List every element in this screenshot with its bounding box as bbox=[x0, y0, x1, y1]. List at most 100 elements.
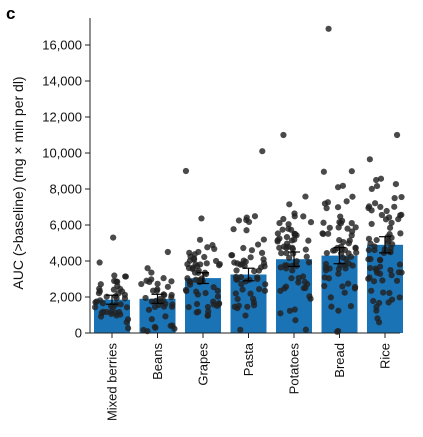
data-point bbox=[328, 303, 335, 310]
data-point bbox=[326, 265, 333, 272]
data-point bbox=[191, 269, 199, 276]
data-point bbox=[337, 261, 344, 269]
data-point bbox=[255, 286, 263, 293]
data-point bbox=[373, 236, 380, 244]
data-point bbox=[379, 277, 386, 284]
data-point bbox=[148, 269, 155, 276]
data-point bbox=[349, 193, 356, 200]
data-point bbox=[259, 148, 266, 155]
y-tick-label: 2,000 bbox=[49, 290, 82, 305]
data-point bbox=[320, 219, 327, 226]
data-point bbox=[201, 253, 208, 261]
x-tick-label: Rice bbox=[378, 343, 393, 369]
data-point bbox=[365, 235, 373, 242]
y-tick-label: 10,000 bbox=[42, 146, 82, 161]
data-point bbox=[377, 256, 384, 264]
data-point bbox=[283, 250, 290, 257]
panel-label: c bbox=[6, 4, 15, 23]
data-point bbox=[191, 251, 198, 258]
data-point bbox=[388, 219, 395, 226]
data-point bbox=[283, 233, 291, 241]
data-point bbox=[391, 195, 398, 202]
data-point bbox=[288, 226, 295, 233]
data-point bbox=[210, 284, 217, 291]
data-point bbox=[194, 263, 201, 270]
data-point bbox=[302, 326, 309, 333]
data-point bbox=[111, 277, 118, 285]
data-point bbox=[235, 217, 243, 224]
data-point bbox=[291, 306, 298, 313]
data-point bbox=[378, 211, 386, 219]
data-point bbox=[341, 289, 348, 296]
data-point bbox=[398, 193, 405, 201]
data-point bbox=[373, 176, 380, 184]
data-point bbox=[395, 269, 402, 276]
data-point bbox=[145, 306, 153, 313]
data-point bbox=[215, 262, 223, 269]
data-point bbox=[396, 261, 403, 268]
data-point bbox=[247, 254, 254, 261]
data-point bbox=[396, 294, 403, 301]
data-point bbox=[234, 276, 241, 283]
data-point bbox=[386, 289, 393, 297]
data-point bbox=[96, 285, 103, 292]
data-point bbox=[144, 265, 151, 272]
data-point bbox=[243, 227, 250, 234]
data-point bbox=[300, 213, 307, 220]
data-point bbox=[302, 246, 309, 253]
data-point bbox=[346, 237, 353, 244]
data-point bbox=[365, 246, 372, 254]
data-point bbox=[343, 198, 350, 205]
data-point bbox=[162, 313, 169, 320]
data-point bbox=[386, 224, 394, 231]
data-point bbox=[366, 203, 373, 210]
data-point bbox=[151, 323, 158, 331]
data-point bbox=[193, 300, 201, 308]
data-point bbox=[323, 249, 330, 257]
data-point bbox=[117, 285, 124, 293]
data-point bbox=[251, 213, 259, 220]
data-point bbox=[286, 201, 293, 208]
data-point bbox=[230, 226, 237, 233]
data-point bbox=[286, 307, 294, 314]
y-tick-label: 14,000 bbox=[42, 74, 82, 89]
data-point bbox=[279, 226, 286, 233]
data-point bbox=[371, 200, 379, 207]
data-point bbox=[393, 277, 401, 284]
data-point bbox=[335, 307, 342, 314]
x-axis-ticks: Mixed berries Beans Grapes Pasta Potatoes Bre… bbox=[105, 333, 393, 421]
data-point bbox=[353, 249, 360, 256]
data-point bbox=[204, 312, 211, 319]
data-point bbox=[277, 287, 284, 294]
data-point bbox=[292, 317, 299, 324]
data-point bbox=[117, 301, 124, 308]
data-point bbox=[280, 215, 287, 223]
data-point bbox=[276, 219, 283, 227]
data-point bbox=[246, 276, 253, 283]
data-point bbox=[238, 280, 245, 288]
data-point bbox=[327, 294, 334, 301]
data-point bbox=[210, 298, 217, 305]
data-point bbox=[377, 175, 385, 182]
data-point bbox=[228, 252, 235, 259]
data-point bbox=[214, 287, 221, 294]
data-point bbox=[260, 236, 267, 243]
data-point bbox=[185, 303, 192, 311]
data-point bbox=[204, 244, 211, 251]
data-point bbox=[91, 304, 99, 311]
data-point bbox=[303, 253, 310, 260]
data-point bbox=[125, 325, 132, 332]
data-point bbox=[366, 156, 373, 163]
bar-pasta bbox=[230, 274, 267, 333]
x-tick-label: Beans bbox=[150, 343, 165, 380]
data-point bbox=[376, 263, 384, 270]
data-point bbox=[193, 288, 200, 295]
data-point bbox=[286, 254, 293, 262]
data-point bbox=[247, 290, 254, 297]
data-point bbox=[262, 281, 269, 288]
data-point bbox=[376, 299, 383, 307]
data-point bbox=[288, 275, 295, 282]
data-point bbox=[330, 247, 337, 254]
data-point bbox=[154, 280, 161, 287]
data-point bbox=[123, 304, 131, 311]
